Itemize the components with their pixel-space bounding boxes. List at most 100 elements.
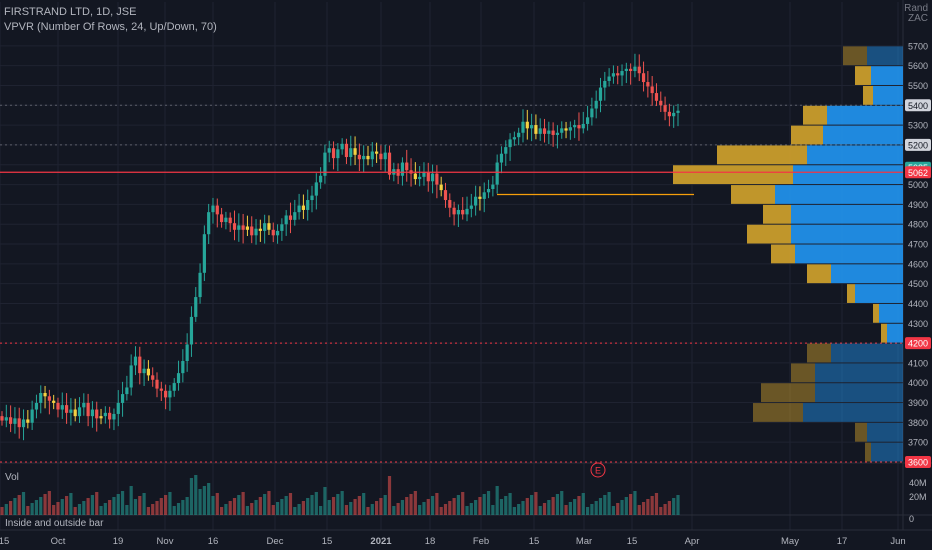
candle-body [215,205,219,215]
volume-tick-label: 20M [909,492,927,502]
volume-bar [654,493,659,515]
x-tick-label: May [781,536,799,547]
currency-top-label: Rand [904,3,928,14]
volume-bar [336,494,340,515]
candle-body [176,373,181,384]
candle-body [495,162,499,185]
candle-body [383,152,387,160]
volume-bar [512,507,516,515]
candle-body [306,200,310,210]
x-tick-label: 15 [0,536,9,547]
y-tick-label: 5500 [908,81,928,91]
vp-down-bar [717,145,807,165]
volume-bar [99,506,103,515]
candle-body [418,176,422,180]
candle-body [237,225,241,230]
volume-pane-label[interactable]: Vol [5,472,19,483]
candle-body [525,121,529,129]
candle-body [387,152,392,175]
candle-body [202,234,206,273]
volume-bar [396,503,400,515]
x-tick-label: 15 [627,536,638,547]
y-tick-label: 3700 [908,438,928,448]
price-label-box [905,456,931,468]
candle-body [4,417,8,421]
vp-up-bar [793,165,903,185]
indicator-title[interactable]: VPVR (Number Of Rows, 24, Up/Down, 70) [4,21,217,33]
volume-bar [69,493,73,515]
candle-body [629,68,633,72]
volume-bar [241,492,245,515]
candle-body [461,209,465,215]
volume-bar [616,503,620,515]
volume-bar [219,507,224,515]
candle-body [603,80,607,88]
volume-bar [409,494,413,515]
candle-body [310,195,314,201]
candle-body [254,228,258,236]
y-tick-label: 3800 [908,418,928,428]
vp-up-bar [831,343,903,363]
candle-body [73,409,77,417]
candle-body [146,368,150,376]
volume-bar [56,502,60,515]
volume-bar [52,505,56,515]
candle-body [611,73,616,77]
volume-bar [108,500,112,515]
price-label: 5200 [908,140,928,150]
candle-body [530,125,534,129]
candle-body [245,226,250,230]
candle-body [297,205,301,213]
candle-body [224,217,228,223]
volume-bar [263,494,267,515]
candle-body [219,214,224,223]
volume-bar [39,497,43,515]
candle-body [620,71,624,76]
candle-body [125,387,129,395]
x-tick-label: 18 [425,536,436,547]
volume-bar [232,498,237,515]
volume-bar [551,497,555,515]
candle-body [228,217,232,224]
candle-body [112,413,116,420]
volume-bar [387,476,392,515]
candle-body [52,400,56,403]
candle-body [585,117,590,124]
x-tick-label: 19 [113,536,124,547]
indicator-pane-label[interactable]: Inside and outside bar [5,518,104,529]
vp-down-bar [855,422,867,442]
volume-bar [314,492,318,515]
volume-bar [392,506,396,515]
candle-body [426,172,430,182]
volume-bar [659,507,663,515]
vp-down-bar [865,442,871,462]
candle-body [108,412,112,420]
candle-body [430,173,435,182]
candle-body [288,215,293,220]
volume-bar [245,506,250,515]
candle-body [314,182,318,196]
volume-bar [573,499,577,515]
volume-bar [77,504,82,515]
price-label-box [905,337,931,350]
symbol-title[interactable]: FIRSTRAND LTD, 1D, JSE [4,6,137,18]
vp-down-bar [747,224,791,244]
candle-body [211,205,215,213]
volume-bar [560,491,564,515]
candle-body [267,223,271,230]
volume-bar [194,475,198,515]
vp-up-bar [791,204,903,224]
vp-down-bar [791,363,815,383]
candle-body [103,412,107,417]
volume-bar [603,495,607,515]
candle-body [34,402,39,410]
volume-bar [499,499,504,515]
candle-body [568,127,572,131]
vp-up-bar [871,442,903,462]
candle-body [663,105,667,112]
candle-body [482,192,486,199]
volume-bar [547,500,551,515]
volume-bar [9,501,13,515]
